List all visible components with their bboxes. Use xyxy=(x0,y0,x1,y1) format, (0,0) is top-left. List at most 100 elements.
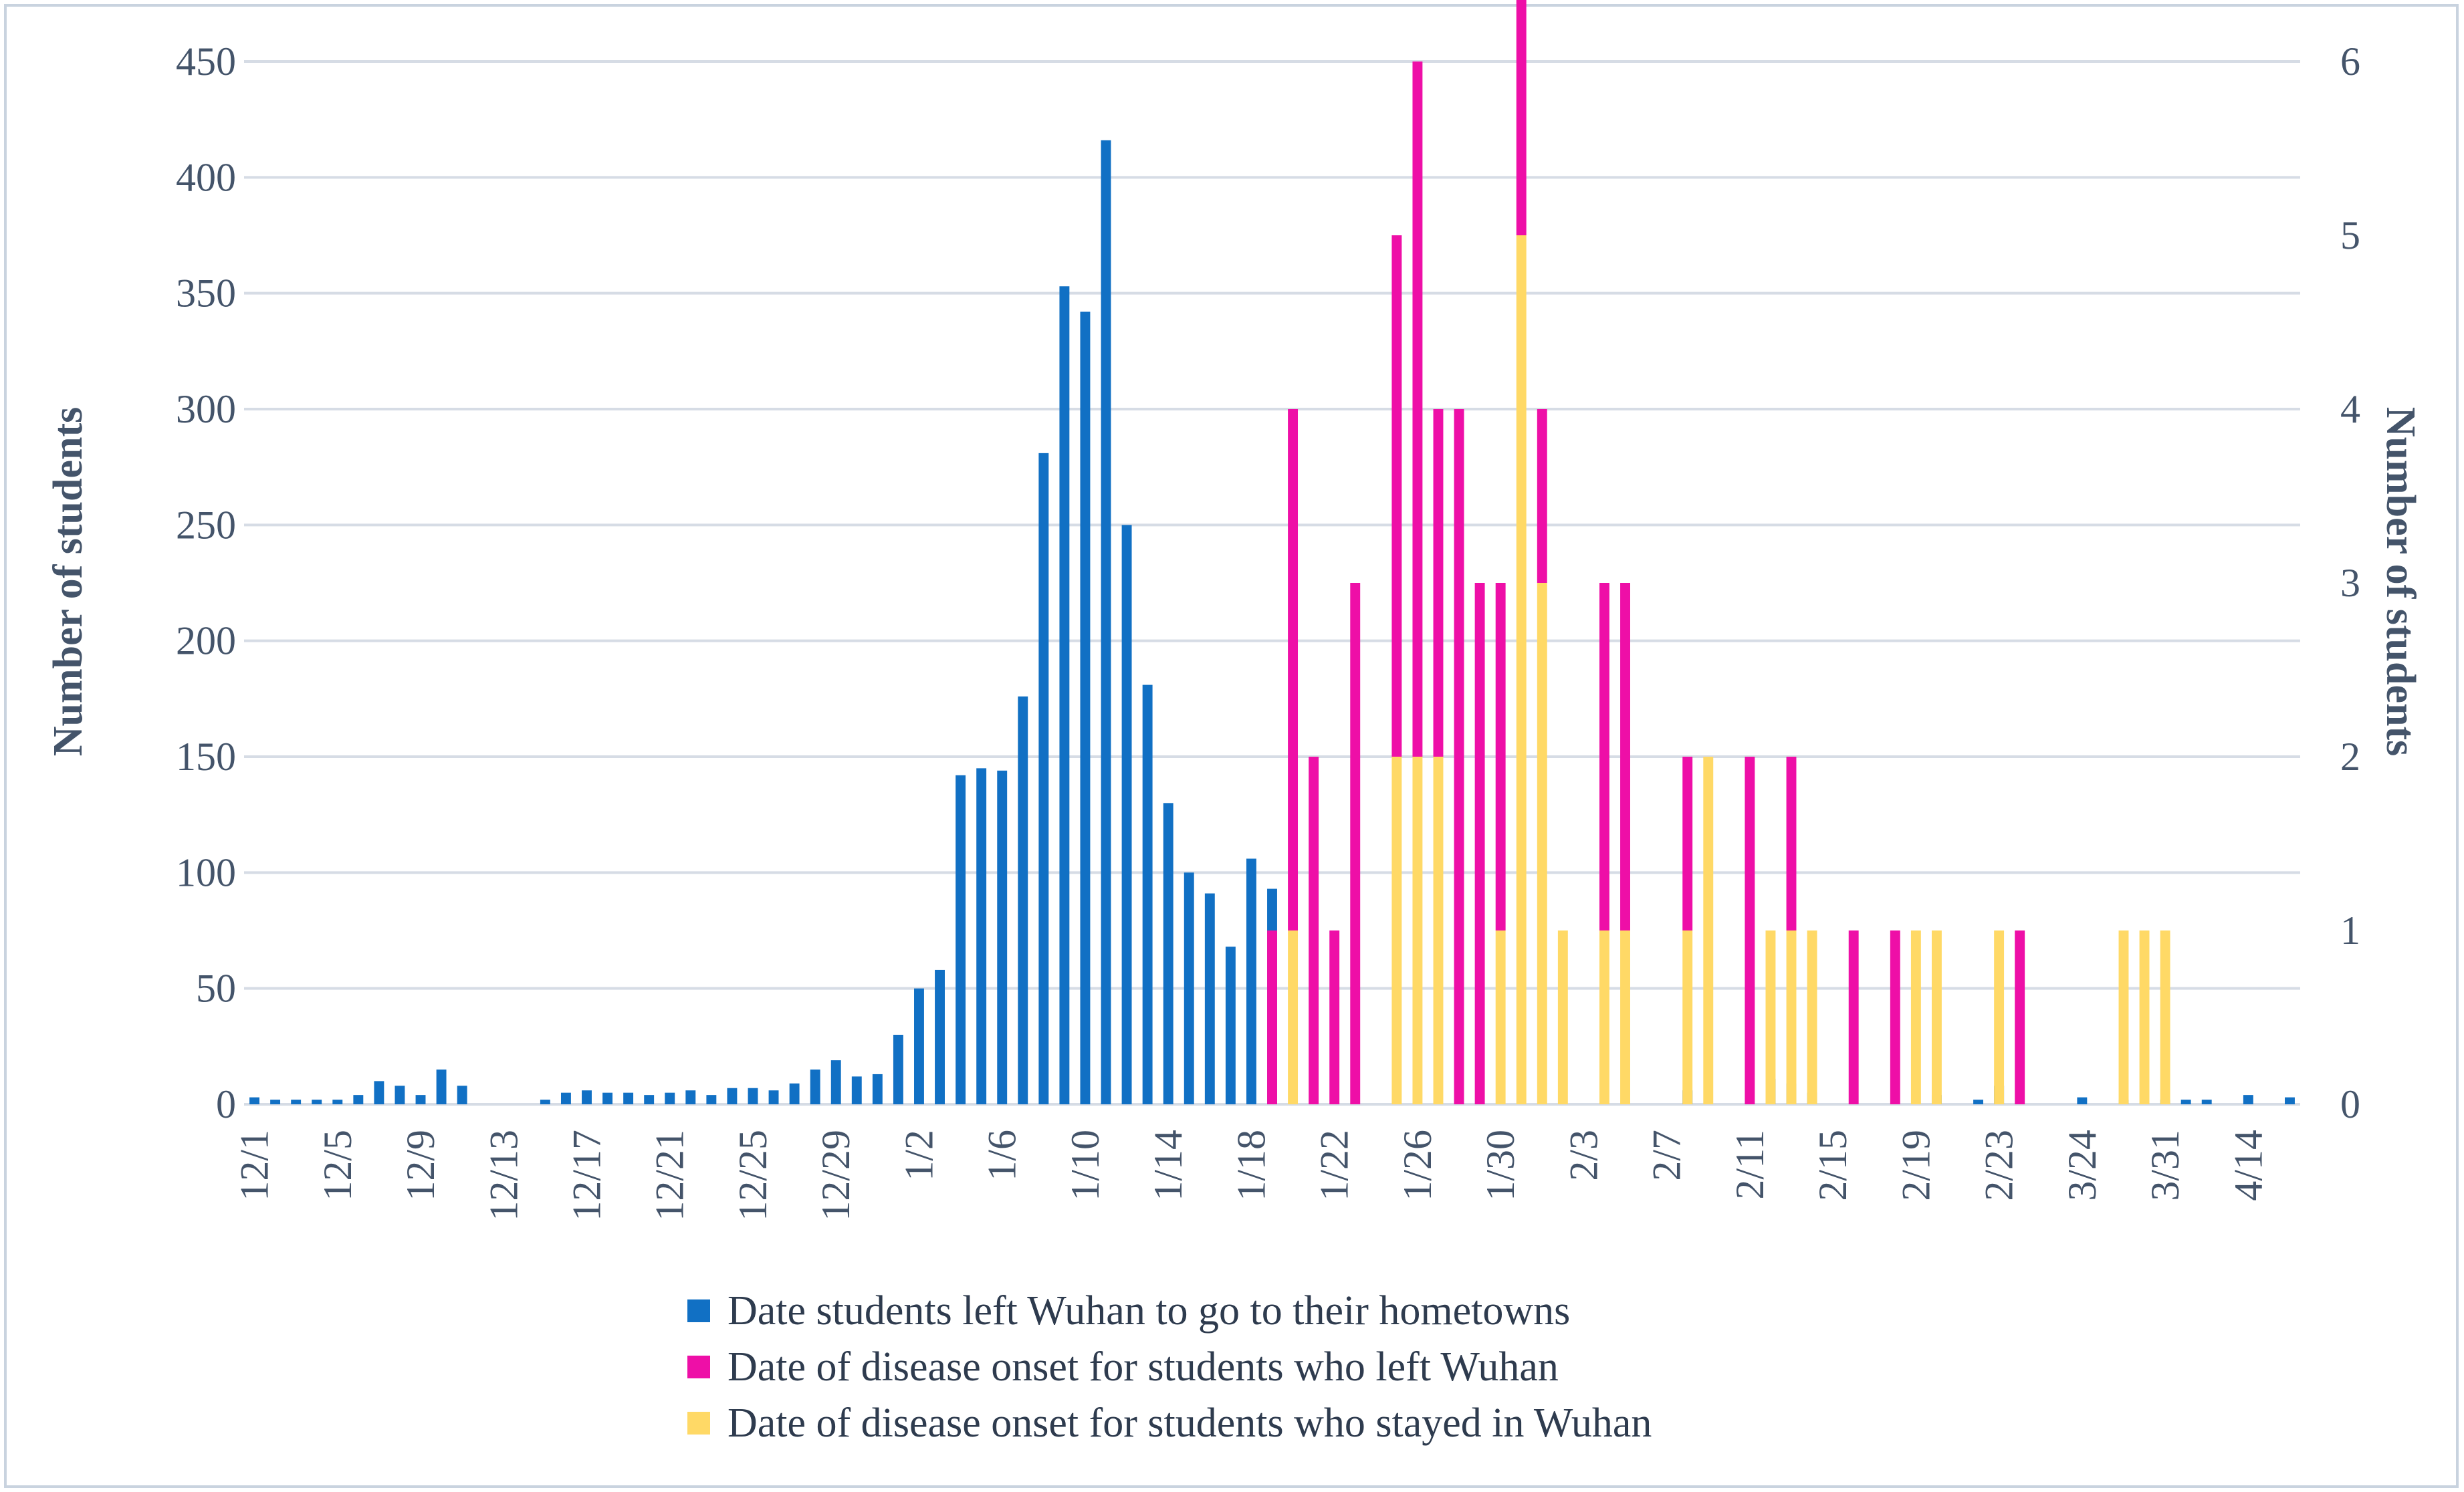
bar-onset-stayed xyxy=(1537,583,1547,1104)
bar-onset-stayed xyxy=(1931,930,1942,1104)
chart-frame xyxy=(4,4,2459,1488)
bar-left-wuhan xyxy=(665,1092,675,1104)
x-tick-label: 12/25 xyxy=(731,1130,775,1221)
left-y-tick-label: 50 xyxy=(196,967,236,1011)
bar-onset-left xyxy=(1890,930,1900,1104)
bar-left-wuhan xyxy=(2201,1100,2212,1104)
bar-left-wuhan xyxy=(2285,1097,2295,1104)
bar-onset-stayed xyxy=(1433,757,1444,1104)
x-tick-label: 12/17 xyxy=(565,1130,609,1221)
left-y-axis-ticks: 0 50 100 150 200 250 300 350 400 450 xyxy=(176,39,236,1126)
bar-left-wuhan xyxy=(893,1035,903,1104)
bar-onset-stayed xyxy=(1288,930,1299,1104)
x-tick-label: 1/26 xyxy=(1395,1130,1440,1201)
bar-left-wuhan xyxy=(1080,312,1091,1104)
bar-left-wuhan xyxy=(830,1060,841,1104)
x-tick-label: 2/7 xyxy=(1645,1130,1689,1181)
bar-left-wuhan xyxy=(374,1081,384,1104)
bar-left-wuhan xyxy=(1225,947,1236,1104)
x-tick-label: 12/1 xyxy=(233,1130,277,1201)
bar-left-wuhan xyxy=(395,1086,405,1104)
legend-label-onset-stayed: Date of disease onset for students who s… xyxy=(727,1400,1652,1446)
x-tick-label: 12/9 xyxy=(399,1130,443,1201)
bar-onset-stayed xyxy=(1786,930,1797,1104)
bar-onset-stayed xyxy=(1682,930,1693,1104)
bar-onset-stayed xyxy=(2139,930,2150,1104)
bar-left-wuhan xyxy=(623,1092,634,1104)
bar-onset-left xyxy=(1454,409,1464,1104)
left-y-tick-label: 250 xyxy=(176,503,236,547)
bar-left-wuhan xyxy=(644,1095,655,1104)
bar-onset-left xyxy=(1391,235,1402,757)
x-tick-label: 12/21 xyxy=(648,1130,692,1221)
bar-onset-stayed xyxy=(1703,757,1714,1104)
right-y-axis-ticks: 0 1 2 3 4 5 6 xyxy=(2340,39,2360,1126)
bar-left-wuhan xyxy=(602,1092,613,1104)
x-tick-label: 3/31 xyxy=(2143,1130,2187,1201)
bar-left-wuhan xyxy=(560,1092,571,1104)
x-tick-label: 12/5 xyxy=(316,1130,360,1201)
legend-swatch-left-wuhan xyxy=(687,1299,710,1322)
right-y-tick-label: 1 xyxy=(2340,908,2360,953)
bar-onset-stayed xyxy=(1765,930,1776,1104)
bar-left-wuhan xyxy=(457,1086,467,1104)
bar-onset-stayed xyxy=(1910,930,1921,1104)
right-y-tick-label: 6 xyxy=(2340,39,2360,84)
x-tick-label: 12/13 xyxy=(481,1130,526,1221)
bar-onset-left xyxy=(1350,583,1361,1104)
right-y-axis-title: Number of students xyxy=(2378,407,2423,756)
bar-onset-stayed xyxy=(1412,757,1423,1104)
bar-left-wuhan xyxy=(810,1070,820,1104)
x-tick-label: 1/6 xyxy=(980,1130,1024,1181)
x-tick-label: 1/18 xyxy=(1229,1130,1273,1201)
right-y-tick-label: 0 xyxy=(2340,1082,2360,1126)
bar-left-wuhan xyxy=(768,1090,779,1104)
bar-left-wuhan xyxy=(1101,140,1111,1104)
bar-onset-left xyxy=(1267,930,1277,1104)
bar-left-wuhan xyxy=(956,775,966,1104)
bar-left-wuhan xyxy=(1142,685,1153,1104)
left-y-tick-label: 450 xyxy=(176,39,236,84)
x-tick-label: 2/23 xyxy=(1977,1130,2021,1201)
bar-left-wuhan xyxy=(312,1100,322,1104)
left-y-tick-label: 300 xyxy=(176,387,236,431)
x-tick-label: 2/15 xyxy=(1811,1130,1855,1201)
left-y-tick-label: 100 xyxy=(176,850,236,894)
bar-left-wuhan xyxy=(1163,803,1173,1104)
bar-left-wuhan xyxy=(582,1090,592,1104)
bar-onset-left xyxy=(1474,583,1485,1104)
bar-onset-left xyxy=(1537,409,1547,583)
x-tick-label: 1/22 xyxy=(1313,1130,1357,1201)
bar-left-wuhan xyxy=(727,1088,738,1104)
bar-left-wuhan xyxy=(2180,1100,2191,1104)
bar-left-wuhan xyxy=(353,1095,364,1104)
bar-left-wuhan xyxy=(1204,893,1215,1104)
bar-left-wuhan xyxy=(1059,286,1070,1105)
bar-left-wuhan xyxy=(935,969,945,1104)
bar-onset-left xyxy=(1599,583,1609,930)
bar-left-wuhan xyxy=(706,1095,717,1104)
bar-left-wuhan xyxy=(270,1100,281,1104)
bar-onset-left xyxy=(1309,757,1319,1104)
x-tick-label: 3/24 xyxy=(2060,1130,2104,1201)
bar-onset-stayed xyxy=(1516,235,1527,1104)
x-tick-label: 2/3 xyxy=(1561,1130,1605,1181)
left-y-tick-label: 150 xyxy=(176,735,236,779)
legend-swatch-onset-stayed xyxy=(687,1412,710,1435)
legend-label-onset-left: Date of disease onset for students who l… xyxy=(727,1344,1559,1390)
bar-left-wuhan xyxy=(997,770,1008,1104)
x-axis-ticks: 12/1 12/5 12/9 12/13 12/17 12/21 12/25 12/29 1/2… xyxy=(233,1130,2271,1221)
bar-left-wuhan xyxy=(685,1090,696,1104)
bar-onset-left xyxy=(1329,930,1340,1104)
left-y-tick-label: 350 xyxy=(176,271,236,316)
bar-onset-left xyxy=(1682,757,1693,930)
bar-left-wuhan xyxy=(291,1100,302,1104)
bar-left-wuhan xyxy=(914,988,924,1104)
bar-left-wuhan xyxy=(436,1070,447,1104)
bar-left-wuhan xyxy=(851,1076,862,1104)
bar-onset-left xyxy=(1848,930,1859,1104)
bar-onset-stayed xyxy=(1807,930,1817,1104)
bar-onset-stayed xyxy=(1391,757,1402,1104)
bar-onset-left xyxy=(1516,0,1527,235)
right-y-tick-label: 5 xyxy=(2340,213,2360,257)
